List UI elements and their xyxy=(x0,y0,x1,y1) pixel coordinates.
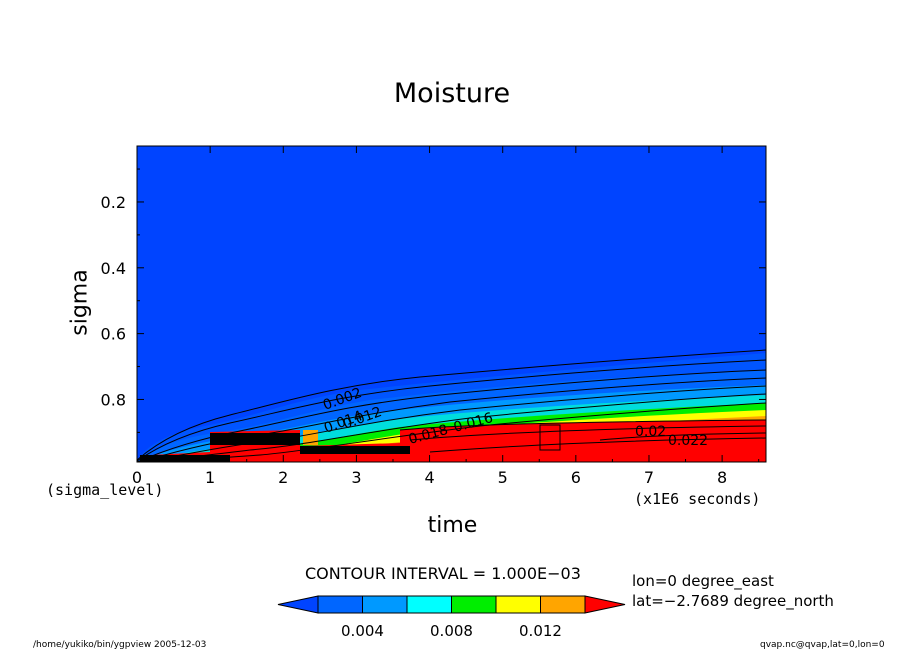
info-lat: lat=−2.7689 degree_north xyxy=(632,592,834,610)
contour-label: 0.02 xyxy=(635,424,666,440)
colorbar-cell xyxy=(540,595,586,614)
colorbar: 0.004 0.008 0.012 xyxy=(277,595,626,640)
x-tick-label: 2 xyxy=(278,468,288,487)
contour-lines xyxy=(137,349,766,462)
x-tick-label: 1 xyxy=(205,468,215,487)
colorbar-cell xyxy=(495,595,541,614)
y-tick-label: 0.4 xyxy=(101,259,126,278)
colorbar-tick-label: 0.012 xyxy=(519,622,562,640)
colorbar-tick-label: 0.004 xyxy=(341,622,384,640)
plot-area: 0.002 0.014 0.012 0.018 0.016 0.02 0.022 xyxy=(137,146,766,462)
colorbar-cell xyxy=(406,595,452,614)
x-axis: 0 1 2 3 4 5 6 7 8 xyxy=(132,146,760,487)
contour-interval: CONTOUR INTERVAL = 1.000E−03 xyxy=(305,564,581,583)
x-axis-label: time xyxy=(427,513,478,538)
x-axis-unit-left: (sigma_level) xyxy=(46,481,164,499)
footer-left: /home/yukiko/bin/ygpview 2005-12-03 xyxy=(33,640,207,650)
y-axis: 0.2 0.4 0.6 0.8 xyxy=(101,168,766,433)
footer-right: qvap.nc@qvap,lat=0,lon=0 xyxy=(760,640,885,650)
chart-title: Moisture xyxy=(393,78,511,109)
colorbar-arrow-high xyxy=(584,595,626,614)
plot-frame xyxy=(136,145,767,463)
y-tick-label: 0.8 xyxy=(101,390,126,409)
contour-label: 0.022 xyxy=(668,433,708,449)
colorbar-arrow-low xyxy=(277,595,319,614)
x-tick-label: 6 xyxy=(571,468,581,487)
black-bottom xyxy=(140,455,230,462)
info-lon: lon=0 degree_east xyxy=(632,572,774,590)
y-axis-label: sigma xyxy=(67,269,93,336)
x-tick-label: 8 xyxy=(717,468,727,487)
x-tick-label: 3 xyxy=(351,468,361,487)
x-tick-label: 7 xyxy=(644,468,654,487)
x-axis-unit-right: (x1E6 seconds) xyxy=(634,490,761,508)
y-tick-label: 0.6 xyxy=(101,325,126,344)
x-tick-label: 5 xyxy=(498,468,508,487)
colorbar-tick-label: 0.008 xyxy=(430,622,473,640)
colorbar-cell xyxy=(362,595,408,614)
black-strip xyxy=(300,446,410,454)
x-tick-label: 0 xyxy=(132,468,142,487)
black-box xyxy=(210,433,300,445)
colorbar-cell xyxy=(317,595,363,614)
colorbar-cell xyxy=(451,595,497,614)
y-tick-label: 0.2 xyxy=(101,193,126,212)
x-tick-label: 4 xyxy=(424,468,434,487)
